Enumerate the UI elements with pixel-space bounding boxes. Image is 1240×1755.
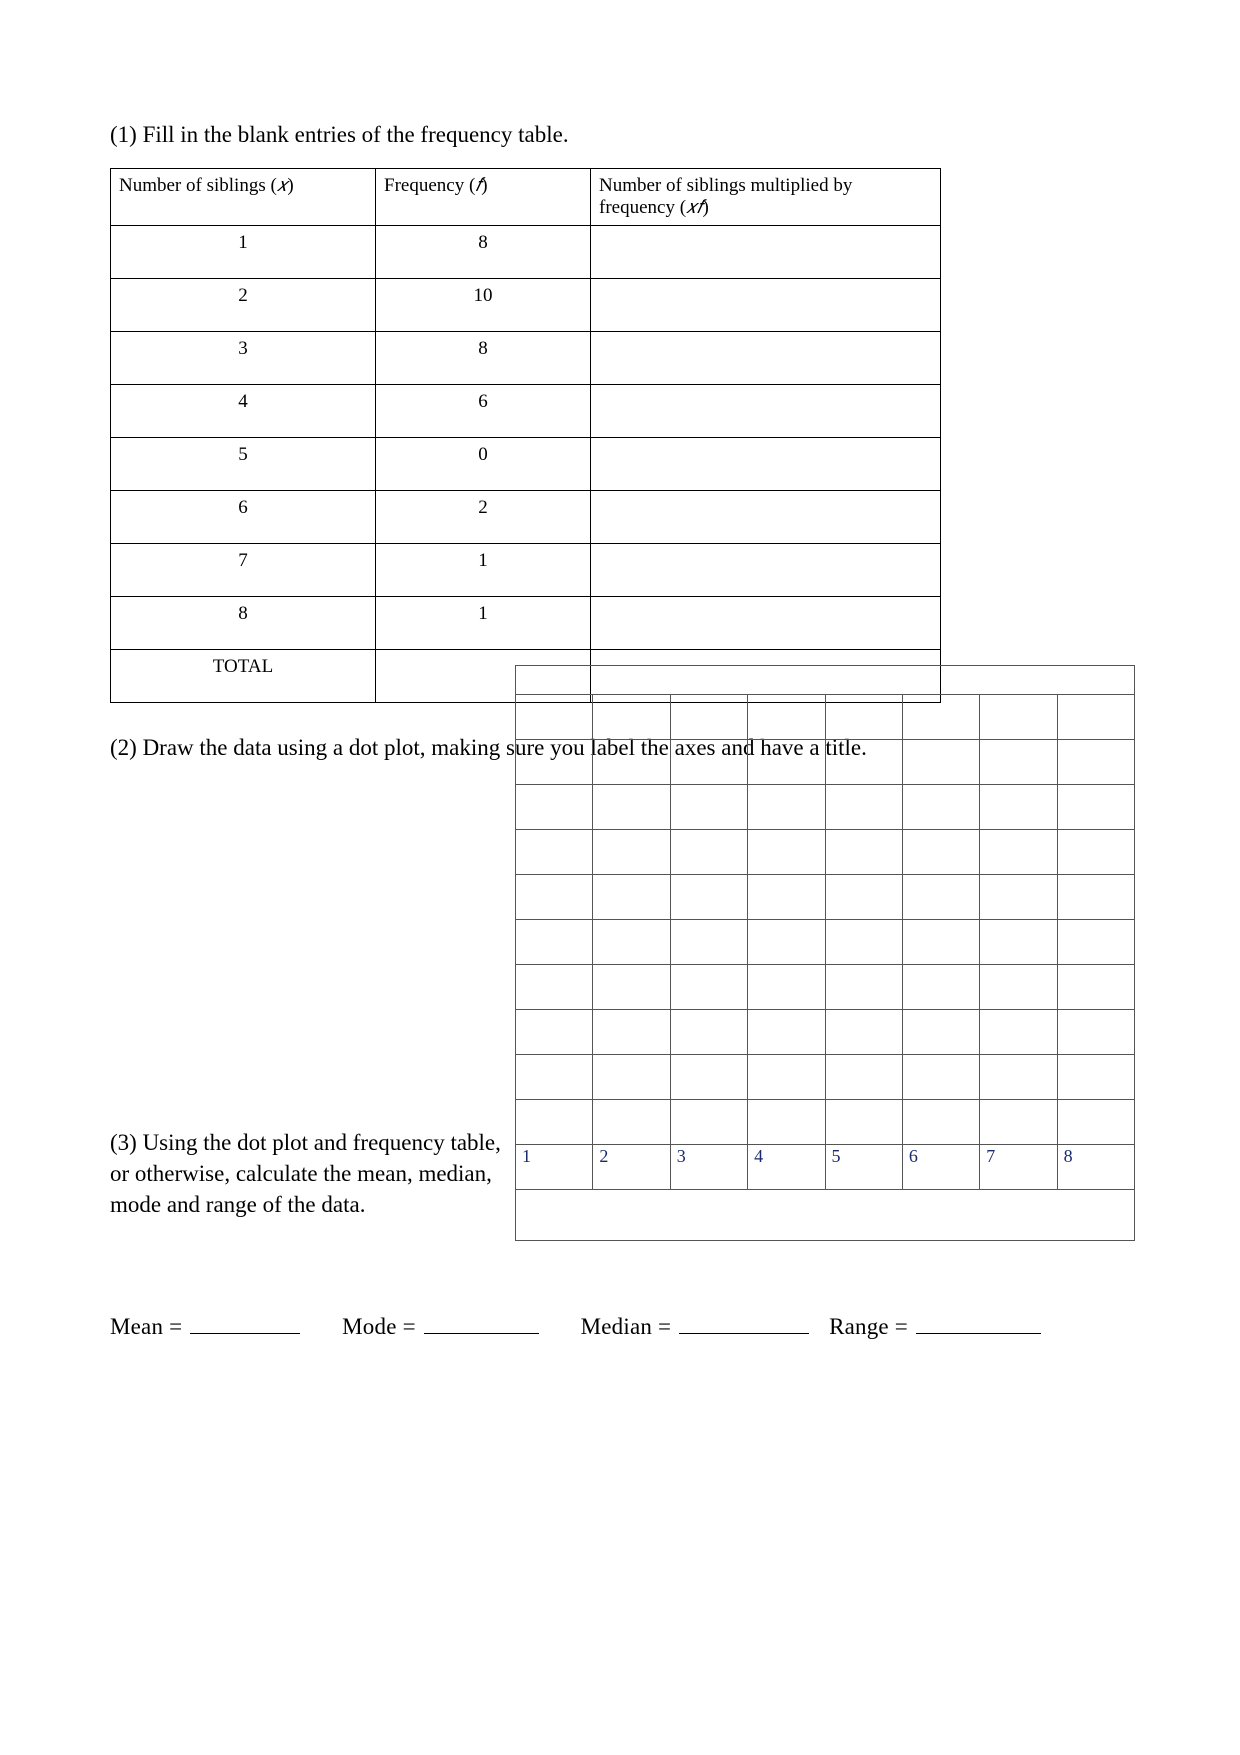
header-text: ): [287, 175, 293, 196]
axis-label: 1: [522, 1146, 531, 1166]
table-row: 6 2: [111, 490, 941, 543]
table-row: 1 8: [111, 225, 941, 278]
header-siblings: Number of siblings (𝑥): [111, 168, 376, 225]
axis-label: 7: [986, 1146, 995, 1166]
cell-x: 4: [111, 384, 376, 437]
header-text: ): [703, 197, 709, 218]
cell-f: 6: [376, 384, 591, 437]
mode-label: Mode =: [342, 1314, 416, 1339]
cell-xf[interactable]: [591, 490, 941, 543]
cell-f: 0: [376, 437, 591, 490]
cell-xf[interactable]: [591, 596, 941, 649]
cell-x: 8: [111, 596, 376, 649]
axis-label: 4: [754, 1146, 763, 1166]
cell-f: 1: [376, 543, 591, 596]
cell-x: TOTAL: [111, 649, 376, 702]
table-row: 2 10: [111, 278, 941, 331]
cell-x: 1: [111, 225, 376, 278]
answer-line: Mean = Mode = Median = Range =: [110, 1310, 1043, 1340]
cell-f: 2: [376, 490, 591, 543]
cell-xf[interactable]: [591, 384, 941, 437]
table-row: 3 8: [111, 331, 941, 384]
plot-grid-table: 1 2 3 4 5 6 7 8: [515, 665, 1135, 1241]
header-frequency: Frequency (𝑓): [376, 168, 591, 225]
worksheet-page: (1) Fill in the blank entries of the fre…: [0, 0, 1240, 1755]
header-text: Frequency (: [384, 175, 475, 196]
header-var: 𝑥: [277, 175, 288, 196]
table-row: 5 0: [111, 437, 941, 490]
header-var: 𝑥𝑓: [686, 197, 703, 218]
table-header-row: Number of siblings (𝑥) Frequency (𝑓) Num…: [111, 168, 941, 225]
dot-plot-grid[interactable]: 1 2 3 4 5 6 7 8: [515, 665, 1135, 1241]
axis-label: 8: [1064, 1146, 1073, 1166]
question-3-text: (3) Using the dot plot and frequency tab…: [110, 1127, 505, 1220]
median-blank[interactable]: [679, 1310, 809, 1334]
mode-blank[interactable]: [424, 1310, 539, 1334]
mean-blank[interactable]: [190, 1310, 300, 1334]
cell-xf[interactable]: [591, 437, 941, 490]
cell-x: 7: [111, 543, 376, 596]
cell-x: 3: [111, 331, 376, 384]
cell-f: 1: [376, 596, 591, 649]
axis-label: 3: [677, 1146, 686, 1166]
cell-xf[interactable]: [591, 543, 941, 596]
cell-x: 5: [111, 437, 376, 490]
range-blank[interactable]: [916, 1310, 1041, 1334]
header-xf: Number of siblings multiplied by frequen…: [591, 168, 941, 225]
cell-xf[interactable]: [591, 331, 941, 384]
cell-xf[interactable]: [591, 225, 941, 278]
header-text: Number of siblings multiplied by frequen…: [599, 175, 852, 218]
cell-f: 8: [376, 225, 591, 278]
frequency-table: Number of siblings (𝑥) Frequency (𝑓) Num…: [110, 168, 941, 703]
header-text: ): [481, 175, 487, 196]
header-text: Number of siblings (: [119, 175, 277, 196]
mean-label: Mean =: [110, 1314, 182, 1339]
cell-f: 10: [376, 278, 591, 331]
cell-x: 6: [111, 490, 376, 543]
cell-f: 8: [376, 331, 591, 384]
axis-row: 1 2 3 4 5 6 7 8: [516, 1145, 1135, 1190]
question-1-text: (1) Fill in the blank entries of the fre…: [110, 120, 1130, 150]
range-label: Range =: [829, 1314, 908, 1339]
axis-label: 2: [599, 1146, 608, 1166]
table-row: 8 1: [111, 596, 941, 649]
table-row: 7 1: [111, 543, 941, 596]
cell-x: 2: [111, 278, 376, 331]
axis-label: 5: [832, 1146, 841, 1166]
axis-label: 6: [909, 1146, 918, 1166]
table-row: 4 6: [111, 384, 941, 437]
median-label: Median =: [581, 1314, 672, 1339]
cell-xf[interactable]: [591, 278, 941, 331]
